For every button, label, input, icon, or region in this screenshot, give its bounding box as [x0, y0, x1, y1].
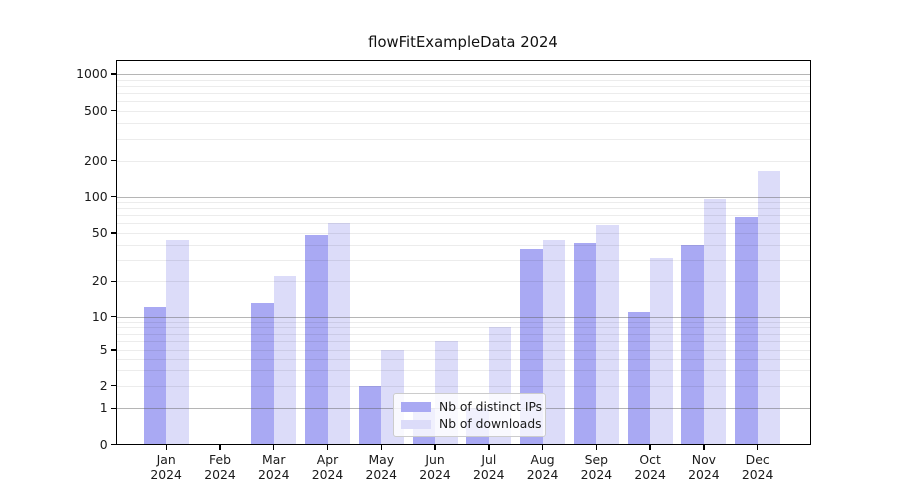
bar-nb-of-downloads-jan — [166, 239, 189, 445]
y-tick-500 — [110, 110, 116, 112]
x-tick-may — [380, 444, 382, 450]
bar-nb-of-downloads-dec — [757, 170, 781, 445]
x-tick-apr — [326, 444, 329, 450]
gridline-minor-600 — [115, 101, 811, 103]
x-tick-label-dec: Dec 2024 — [741, 451, 774, 483]
bar-nb-of-distinct-ips-jan — [143, 307, 167, 445]
gridline-minor-900 — [115, 79, 811, 81]
x-tick-label-jan: Jan 2024 — [150, 451, 182, 483]
x-tick-label-may: May 2024 — [365, 451, 398, 483]
x-tick-dec — [756, 444, 759, 450]
legend-item-nb-of-downloads: Nb of downloads — [401, 416, 542, 434]
legend-swatch — [401, 419, 431, 429]
bar-nb-of-distinct-ips-dec — [735, 216, 758, 445]
gridline-minor-300 — [115, 138, 811, 140]
bar-nb-of-distinct-ips-nov — [681, 244, 704, 445]
y-tick-5 — [110, 349, 116, 351]
bar-nb-of-downloads-mar — [273, 276, 297, 445]
bar-nb-of-downloads-nov — [703, 199, 727, 445]
y-tick-20 — [110, 280, 116, 282]
bar-nb-of-downloads-apr — [327, 223, 350, 445]
x-tick-label-aug: Aug 2024 — [526, 451, 559, 483]
bar-nb-of-downloads-oct — [650, 258, 673, 445]
y-tick-label-200: 200 — [84, 152, 108, 168]
gridline-minor-400 — [115, 122, 811, 124]
x-tick-label-jul: Jul 2024 — [473, 451, 505, 483]
x-tick-label-mar: Mar 2024 — [257, 451, 290, 483]
x-tick-label-apr: Apr 2024 — [311, 451, 344, 483]
x-tick-label-sep: Sep 2024 — [580, 451, 613, 483]
y-tick-2 — [110, 384, 116, 387]
y-tick-50 — [110, 232, 116, 234]
x-tick-label-feb: Feb 2024 — [204, 451, 236, 483]
x-tick-mar — [273, 444, 275, 450]
y-tick-label-100: 100 — [84, 188, 108, 204]
y-tick-label-5: 5 — [99, 342, 108, 357]
x-tick-feb — [219, 444, 221, 450]
x-tick-label-nov: Nov 2024 — [688, 451, 720, 483]
bar-nb-of-distinct-ips-oct — [627, 311, 651, 445]
bar-nb-of-downloads-sep — [596, 225, 619, 445]
gridline-minor-700 — [115, 92, 811, 94]
y-tick-200 — [110, 159, 116, 162]
gridline-major-1000 — [115, 74, 811, 75]
x-tick-label-jun: Jun 2024 — [419, 451, 451, 483]
legend-item-nb-of-distinct-ips: Nb of distinct IPs — [401, 398, 542, 416]
y-tick-label-20: 20 — [91, 273, 108, 289]
bar-nb-of-distinct-ips-may — [358, 385, 382, 445]
bar-nb-of-distinct-ips-apr — [305, 235, 328, 445]
bar-nb-of-distinct-ips-mar — [251, 303, 274, 445]
bar-nb-of-downloads-aug — [542, 239, 566, 445]
legend-label: Nb of distinct IPs — [439, 399, 543, 414]
bar-nb-of-distinct-ips-sep — [573, 243, 597, 445]
legend-swatch — [401, 402, 431, 412]
y-tick-1000 — [110, 73, 116, 75]
y-tick-label-1: 1 — [99, 400, 108, 416]
y-tick-label-1000: 1000 — [76, 66, 108, 81]
x-tick-oct — [649, 444, 651, 450]
x-tick-sep — [595, 444, 598, 450]
y-tick-100 — [110, 196, 116, 198]
y-tick-label-500: 500 — [84, 102, 108, 118]
y-tick-1 — [110, 407, 116, 409]
chart-title: flowFitExampleData 2024 — [368, 34, 558, 51]
x-tick-jun — [434, 444, 436, 450]
gridline-minor-200 — [115, 160, 811, 162]
y-tick-0 — [110, 444, 116, 446]
y-tick-label-2: 2 — [99, 377, 108, 393]
legend-label: Nb of downloads — [439, 417, 542, 432]
y-tick-label-50: 50 — [91, 225, 108, 240]
y-tick-label-10: 10 — [91, 308, 108, 324]
x-tick-label-oct: Oct 2024 — [634, 451, 666, 483]
x-tick-jan — [165, 444, 167, 450]
y-tick-10 — [110, 316, 116, 318]
gridline-minor-800 — [115, 85, 811, 87]
gridline-minor-500 — [115, 110, 811, 112]
x-tick-nov — [703, 444, 705, 450]
x-tick-aug — [541, 444, 544, 450]
gridline-major-100 — [115, 196, 811, 198]
y-tick-label-0: 0 — [99, 436, 108, 452]
x-tick-jul — [488, 444, 490, 450]
legend: Nb of distinct IPs Nb of downloads — [393, 393, 546, 437]
